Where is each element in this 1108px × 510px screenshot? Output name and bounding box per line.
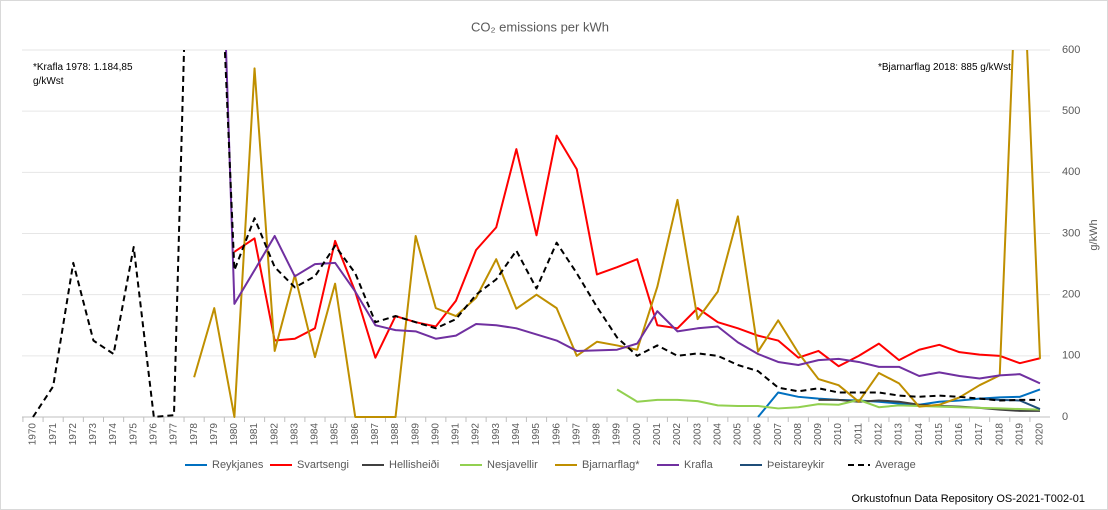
x-tick-label: 2009 [813, 423, 824, 446]
x-tick-label: 1987 [370, 423, 381, 446]
legend-label: Nesjavellir [487, 459, 538, 471]
x-tick-label: 2020 [1035, 423, 1046, 446]
legend-label: Svartsengi [297, 459, 349, 471]
x-tick-label: 2004 [712, 423, 723, 446]
x-tick-label: 1991 [451, 423, 462, 446]
x-tick-label: 2001 [652, 423, 663, 446]
x-tick-label: 1990 [430, 423, 441, 446]
x-tick-label: 1993 [491, 423, 502, 446]
x-tick-label: 1999 [612, 423, 623, 446]
x-tick-label: 2007 [773, 423, 784, 446]
y-tick-label: 300 [1062, 227, 1080, 239]
x-tick-label: 1994 [511, 423, 522, 446]
x-tick-label: 1988 [390, 423, 401, 446]
x-tick-label: 1979 [209, 423, 220, 446]
x-tick-label: 1985 [330, 423, 341, 446]
x-tick-label: 2011 [853, 423, 864, 445]
y-tick-label: 600 [1062, 44, 1080, 56]
legend-label: Reykjanes [212, 459, 264, 471]
legend-label: Þeistareykir [767, 459, 825, 471]
x-tick-label: 1992 [471, 423, 482, 446]
x-tick-label: 1983 [289, 423, 300, 446]
x-tick-label: 1974 [108, 423, 119, 446]
legend-label: Hellisheiði [389, 459, 439, 471]
x-tick-label: 2017 [974, 423, 985, 446]
x-tick-label: 1977 [169, 423, 180, 446]
x-tick-label: 1978 [189, 423, 200, 446]
x-tick-label: 1975 [128, 423, 139, 446]
annotation: *Krafla 1978: 1.184,85 g/kWst [33, 62, 133, 87]
x-tick-label: 2015 [934, 423, 945, 446]
x-tick-label: 1972 [68, 423, 79, 446]
legend-label: Average [875, 459, 916, 471]
x-tick-label: 1996 [551, 423, 562, 446]
x-tick-label: 2014 [914, 423, 925, 446]
x-tick-label: 1986 [350, 423, 361, 446]
x-tick-label: 2013 [894, 423, 905, 446]
legend-label: Bjarnarflag* [582, 459, 640, 471]
x-tick-label: 2012 [874, 423, 885, 446]
y-tick-label: 500 [1062, 105, 1080, 117]
x-tick-label: 1984 [310, 423, 321, 446]
series-line [233, 134, 1041, 368]
x-tick-label: 1995 [531, 423, 542, 446]
x-tick-label: 1973 [88, 423, 99, 446]
x-tick-label: 1997 [571, 423, 582, 446]
plot [32, 50, 1041, 418]
x-tick-label: 1970 [28, 423, 39, 446]
x-tick-label: 1980 [229, 423, 240, 446]
legend-label: Krafla [684, 459, 714, 471]
y-tick-label: 100 [1062, 350, 1080, 362]
annotation: *Bjarnarflag 2018: 885 g/kWst [878, 62, 1011, 73]
x-tick-label: 1998 [592, 423, 603, 446]
series-line [32, 50, 1040, 418]
chart-title: CO₂ emissions per kWh [471, 19, 609, 34]
x-tick-label: 2002 [672, 423, 683, 446]
x-tick-label: 1982 [269, 423, 280, 446]
x-tick-label: 2018 [994, 423, 1005, 446]
series-line [225, 50, 1041, 385]
source: Orkustofnun Data Repository OS-2021-T002… [851, 493, 1085, 505]
x-tick-label: 1976 [148, 423, 159, 446]
x-tick-label: 2006 [753, 423, 764, 446]
x-tick-label: 2005 [733, 423, 744, 446]
x-tick-label: 2010 [833, 423, 844, 446]
grid [22, 49, 1050, 422]
x-tick-label: 2008 [793, 423, 804, 446]
y-axis-label: g/kWh [1088, 219, 1100, 250]
x-tick-label: 1989 [410, 423, 421, 446]
y-tick-label: 400 [1062, 166, 1080, 178]
y-tick-label: 200 [1062, 289, 1080, 301]
series-line [757, 388, 1041, 418]
x-tick-label: 2019 [1015, 423, 1026, 446]
x-tick-label: 2003 [692, 423, 703, 446]
x-tick-label: 1981 [249, 423, 260, 446]
x-tick-label: 2016 [954, 423, 965, 446]
series-line [616, 388, 1041, 411]
x-tick-label: 2000 [632, 423, 643, 446]
y-tick-label: 0 [1062, 411, 1068, 423]
x-tick-label: 1971 [48, 423, 59, 446]
series-line [193, 50, 1041, 418]
